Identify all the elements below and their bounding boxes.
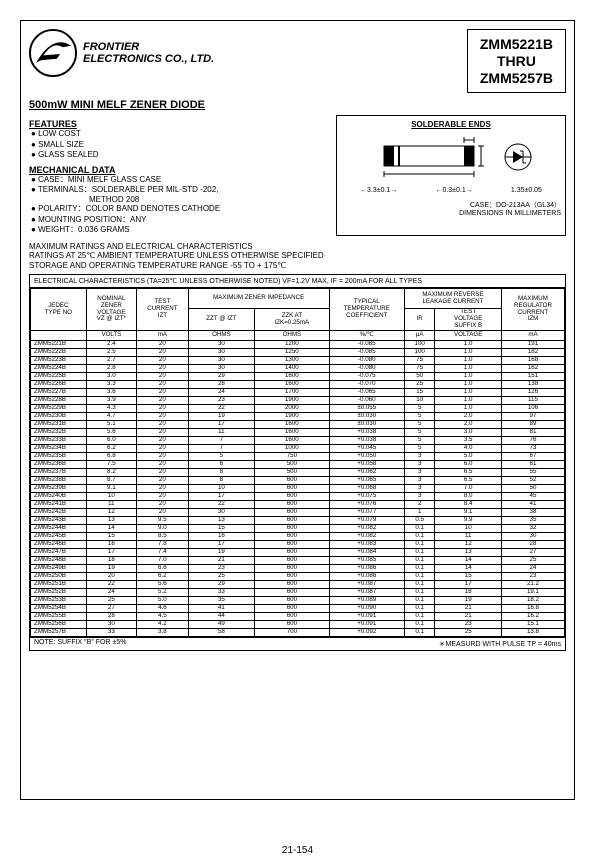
logo-block: FRONTIER ELECTRONICS CO., LTD. (29, 29, 214, 77)
ratings-2: RATINGS AT 25℃ AMBIENT TEMPERATURE UNLES… (29, 251, 566, 261)
package-outline-icon (369, 132, 499, 182)
u-volt: VOLTAGE (435, 330, 502, 340)
char-table-wrap: ELECTRICAL CHARACTERISTICS (TA=25℃ UNLES… (29, 274, 566, 650)
zener-symbol-icon (503, 142, 533, 172)
case-label: CASE：DO-213AA（GL34） (341, 200, 561, 210)
feature-3: GLASS SEALED (31, 150, 328, 160)
table-body: ZMM5221B2.420301200-0.0851001.0191ZMM522… (31, 340, 565, 636)
table-row: ZMM5257B333.858700+0.0920.12513.8 (31, 628, 565, 636)
mech-2b: METHOD 208 (89, 195, 328, 204)
ratings-3: STORAGE AND OPERATING TEMPERATURE RANGE … (29, 261, 566, 271)
mech-5: WEIGHT：0.036 GRAMS (31, 225, 328, 235)
solderable-ends: SOLDERABLE ENDS (341, 120, 561, 129)
feature-1: LOW COST (31, 129, 328, 139)
part-l1: ZMM5221B (480, 36, 553, 53)
company-line2: ELECTRONICS CO., LTD. (83, 53, 214, 65)
dim-cap: ←0.3±0.1→ (435, 187, 472, 194)
u-volts: VOLTS (86, 330, 136, 340)
mech-2: TERMINALS：SOLDERABLE PER MIL-STD -202, (31, 185, 328, 195)
h-zzt: ZZT @ IZT (188, 309, 254, 330)
u-ma2: mA (501, 330, 564, 340)
h-jedec: JEDECTYPE NO (31, 289, 87, 330)
u-ua: μA (404, 330, 435, 340)
mid-row: FEATURES LOW COST SMALL SIZE GLASS SEALE… (29, 115, 566, 235)
page-frame: FRONTIER ELECTRONICS CO., LTD. ZMM5221B … (20, 20, 575, 800)
mech-4: MOUNTING POSITION：ANY (31, 215, 328, 225)
frontier-logo-icon (29, 29, 77, 77)
h-nom: NOMINALZENERVOLTAGEVZ @ IZT* (86, 289, 136, 330)
left-col: FEATURES LOW COST SMALL SIZE GLASS SEALE… (29, 115, 328, 235)
feature-2: SMALL SIZE (31, 140, 328, 150)
h-typ: TYPICALTEMPERATURECOEFFICIENT (329, 289, 404, 330)
header: FRONTIER ELECTRONICS CO., LTD. ZMM5221B … (29, 29, 566, 93)
pkg-svg-row (341, 132, 561, 182)
h-zzk: ZZK ATIZK=0.25mA (255, 309, 330, 330)
u-ma: mA (137, 330, 189, 340)
dim-h: 1.35±0.05 (511, 187, 542, 194)
ratings-1: MAXIMUM RATINGS AND ELECTRICAL CHARACTER… (29, 242, 566, 252)
dim-w: ←3.3±0.1→ (360, 187, 397, 194)
u-ohms2: OHMS (255, 330, 330, 340)
package-drawing: SOLDERABLE ENDS (336, 115, 566, 235)
mech-3: POLARITY：COLOR BAND DENOTES CATHODE (31, 204, 328, 214)
h-lk: MAXIMUM REVERSELEAKAGE CURRENT (404, 289, 501, 309)
table-caption: ELECTRICAL CHARACTERISTICS (TA=25℃ UNLES… (30, 275, 565, 288)
note-row: NOTE: SUFFIX "B" FOR ±5% ＊MEASURD WITH P… (30, 637, 565, 650)
ratings-block: MAXIMUM RATINGS AND ELECTRICAL CHARACTER… (29, 242, 566, 271)
h-tv: TESTVOLTAGESUFFIX B (435, 309, 502, 330)
page-title: 500mW MINI MELF ZENER DIODE (29, 99, 566, 111)
h-maximp: MAXIMUM ZENER IMPEDANCE (188, 289, 329, 309)
part-number-box: ZMM5221B THRU ZMM5257B (467, 29, 566, 93)
part-l3: ZMM5257B (480, 70, 553, 87)
u-pct: %/℃ (329, 330, 404, 340)
mech-1: CASE：MINI MELF GLASS CASE (31, 175, 328, 185)
dim-label: DIMENSIONS IN MILLIMETERS (341, 210, 561, 217)
company-line1: FRONTIER (83, 41, 214, 53)
h-test: TESTCURRENTIZT (137, 289, 189, 330)
h-ir: IR (404, 309, 435, 330)
part-l2: THRU (480, 53, 553, 70)
note-right: ＊MEASURD WITH PULSE TP = 40ms (439, 639, 561, 649)
mech-head: MECHANICAL DATA (29, 165, 328, 175)
page-number: 21-154 (0, 845, 595, 856)
note-left: NOTE: SUFFIX "B" FOR ±5% (34, 639, 126, 649)
char-table: JEDECTYPE NO NOMINALZENERVOLTAGEVZ @ IZT… (30, 288, 565, 636)
company-name: FRONTIER ELECTRONICS CO., LTD. (83, 41, 214, 65)
features-head: FEATURES (29, 119, 328, 129)
u-ohms1: OHMS (188, 330, 254, 340)
h-reg: MAXIMUMREGULATORCURRENTIZM (501, 289, 564, 330)
